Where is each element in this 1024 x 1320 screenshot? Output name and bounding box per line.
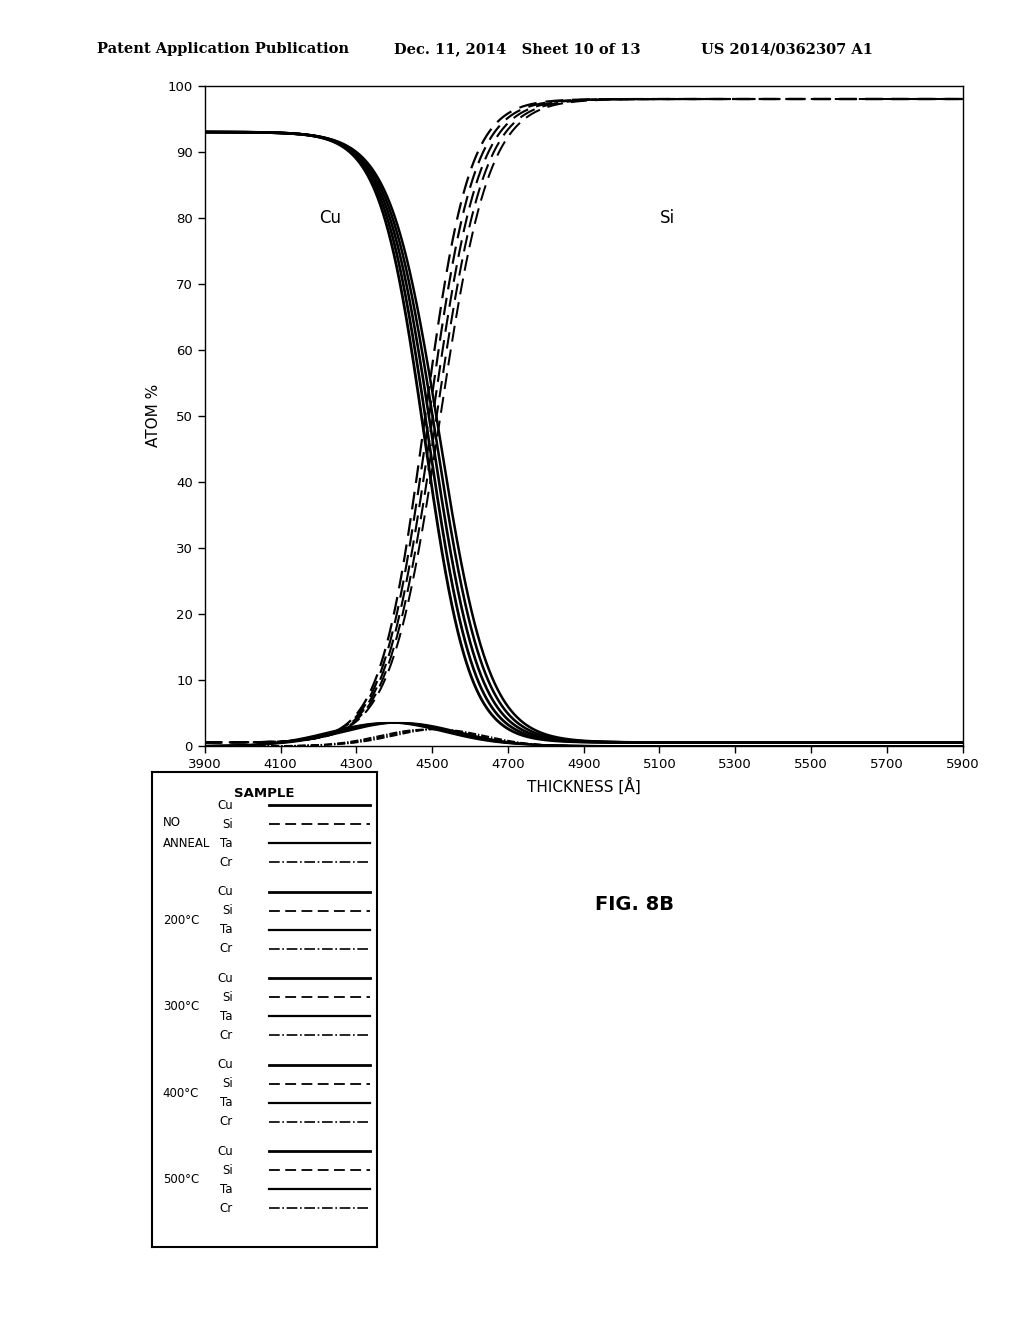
Text: Ta: Ta	[220, 1097, 232, 1109]
Text: Cr: Cr	[219, 1203, 232, 1214]
Text: Cu: Cu	[217, 972, 232, 985]
Text: NO: NO	[163, 816, 181, 829]
Text: Ta: Ta	[220, 1183, 232, 1196]
Text: 300°C: 300°C	[163, 1001, 199, 1014]
Text: 400°C: 400°C	[163, 1086, 200, 1100]
Text: Cr: Cr	[219, 942, 232, 956]
Text: 500°C: 500°C	[163, 1173, 199, 1187]
Text: ANNEAL: ANNEAL	[163, 837, 210, 850]
Y-axis label: ATOM %: ATOM %	[145, 384, 161, 447]
Text: Cu: Cu	[217, 799, 232, 812]
Text: Ta: Ta	[220, 837, 232, 850]
Text: SAMPLE: SAMPLE	[233, 788, 295, 800]
Text: Ta: Ta	[220, 924, 232, 936]
Text: Si: Si	[222, 991, 232, 1005]
Text: Patent Application Publication: Patent Application Publication	[97, 42, 349, 57]
Text: Cr: Cr	[219, 1030, 232, 1041]
Text: FIG. 8B: FIG. 8B	[595, 895, 675, 913]
Text: Si: Si	[222, 904, 232, 917]
Text: Si: Si	[659, 209, 675, 227]
Text: Cr: Cr	[219, 1115, 232, 1129]
Text: Cr: Cr	[219, 855, 232, 869]
Text: Si: Si	[222, 818, 232, 832]
X-axis label: THICKNESS [Å]: THICKNESS [Å]	[526, 777, 641, 795]
Text: 200°C: 200°C	[163, 913, 200, 927]
Text: Si: Si	[222, 1164, 232, 1177]
Text: Cu: Cu	[217, 1144, 232, 1158]
Text: Cu: Cu	[318, 209, 341, 227]
Text: Ta: Ta	[220, 1010, 232, 1023]
Text: Dec. 11, 2014   Sheet 10 of 13: Dec. 11, 2014 Sheet 10 of 13	[394, 42, 641, 57]
Text: US 2014/0362307 A1: US 2014/0362307 A1	[701, 42, 873, 57]
Text: Si: Si	[222, 1077, 232, 1090]
Text: Cu: Cu	[217, 1059, 232, 1072]
Text: Cu: Cu	[217, 886, 232, 899]
